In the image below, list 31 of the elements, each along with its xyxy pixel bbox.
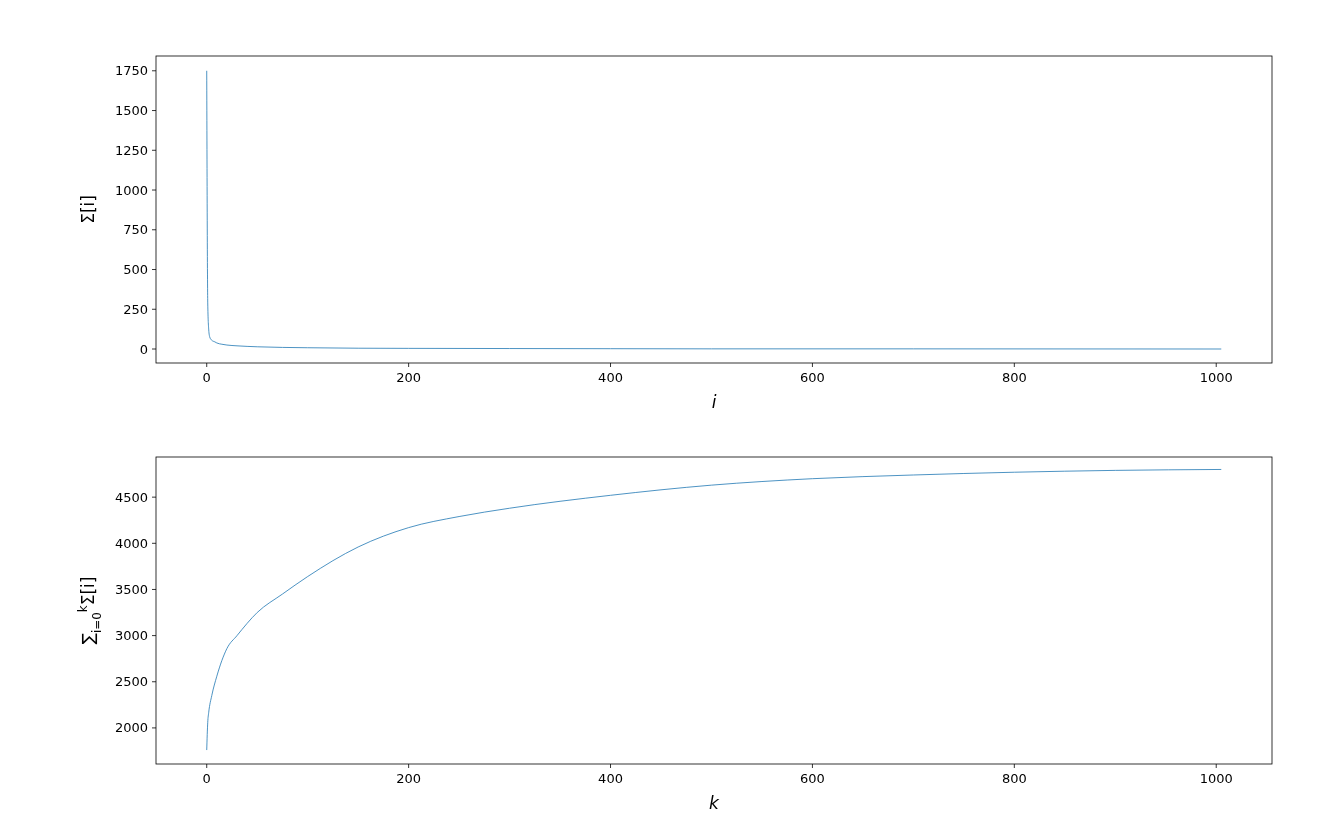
line-series — [206, 70, 1222, 350]
y-tick-label: 1250 — [114, 142, 148, 158]
y-tick-label: 3000 — [114, 628, 148, 644]
y-tick-label: 250 — [123, 301, 148, 317]
y-tick-label: 4500 — [114, 489, 148, 505]
x-tick-label: 400 — [598, 370, 623, 385]
x-tick-label: 600 — [800, 370, 825, 385]
x-tick-label: 0 — [202, 771, 211, 786]
x-tick-label: 1000 — [1199, 370, 1233, 385]
x-tick-label: 600 — [800, 771, 825, 786]
y-tick-label: 1000 — [114, 182, 148, 198]
x-tick-label: 400 — [598, 771, 623, 786]
x-axis-title: k — [709, 793, 721, 813]
y-tick-label: 3500 — [114, 582, 148, 597]
y-tick-label: 1500 — [114, 103, 148, 119]
y-tick-label: 0 — [139, 341, 148, 357]
y-tick-label: 4000 — [114, 535, 148, 551]
x-tick-label: 800 — [1001, 771, 1027, 786]
y-axis-title: Σ[i] — [78, 195, 98, 224]
line-series — [206, 469, 1222, 751]
y-tick-label: 1750 — [114, 63, 148, 79]
y-tick-label: 2000 — [114, 720, 148, 736]
y-tick-label: 750 — [123, 222, 148, 238]
x-tick-label: 200 — [396, 370, 422, 385]
x-tick-label: 200 — [396, 771, 422, 786]
x-tick-label: 1000 — [1199, 771, 1233, 786]
y-tick-label: 500 — [123, 262, 148, 278]
x-tick-label: 0 — [202, 370, 211, 385]
y-tick-label: 2500 — [114, 674, 148, 690]
x-tick-label: 800 — [1001, 370, 1027, 385]
x-axis-title: i — [711, 392, 717, 412]
